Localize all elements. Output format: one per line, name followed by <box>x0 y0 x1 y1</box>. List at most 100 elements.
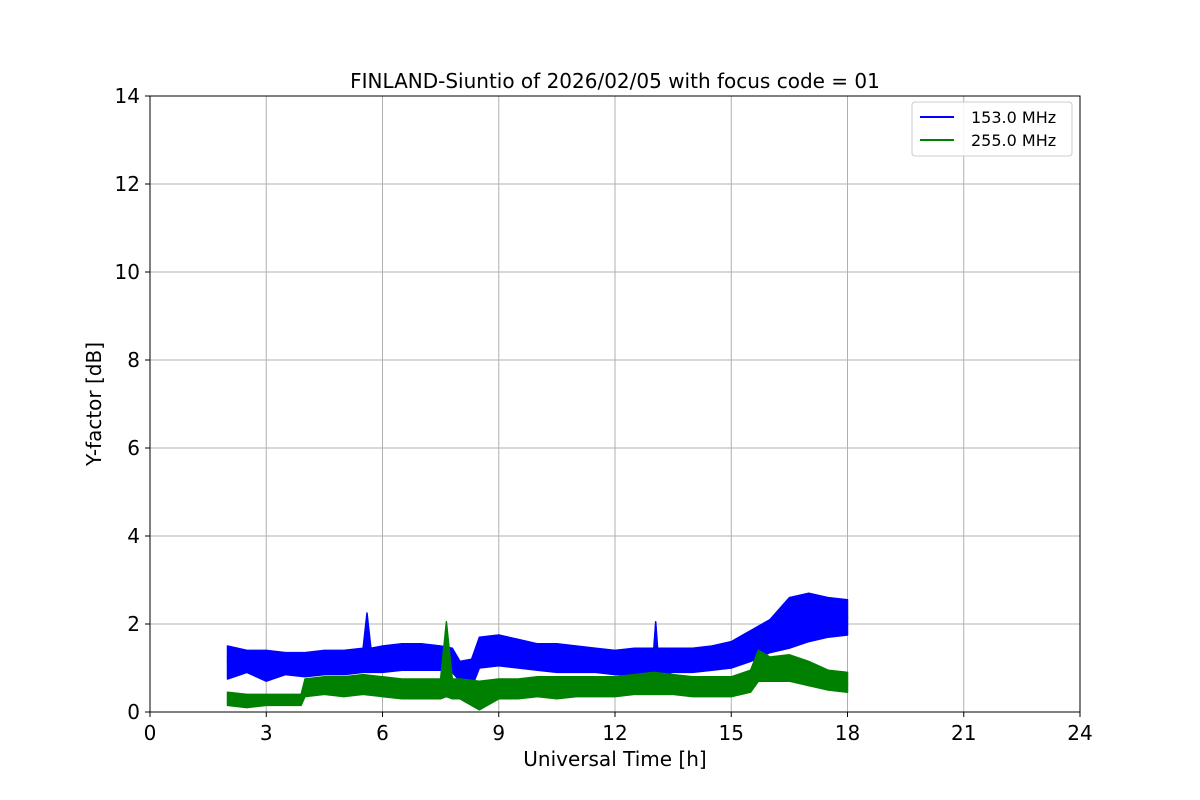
data-point <box>556 689 558 691</box>
series-153-0-mhz <box>226 592 849 689</box>
data-point <box>749 682 752 685</box>
data-point <box>439 689 442 691</box>
data-point <box>594 687 597 689</box>
data-point <box>846 682 849 685</box>
x-tick-label: 12 <box>602 721 627 745</box>
data-point <box>478 691 481 693</box>
data-point <box>757 651 760 654</box>
legend-label-153: 153.0 MHz <box>971 108 1056 127</box>
data-point <box>808 621 810 623</box>
data-point <box>653 662 655 665</box>
series-layer <box>226 592 849 711</box>
data-point <box>226 660 229 663</box>
data-point <box>265 700 268 702</box>
data-point <box>827 618 829 621</box>
data-point <box>498 689 500 691</box>
data-point <box>614 665 616 667</box>
x-tick-label: 15 <box>719 721 744 745</box>
data-point <box>459 689 461 691</box>
data-point <box>517 689 519 691</box>
data-point <box>226 700 229 702</box>
data-point <box>362 662 364 665</box>
x-tick-label: 6 <box>376 721 389 745</box>
data-point <box>246 700 248 702</box>
y-tick-label: 8 <box>127 348 140 372</box>
y-tick-label: 2 <box>127 612 140 636</box>
legend-label-255: 255.0 MHz <box>971 131 1056 150</box>
y-tick-label: 0 <box>127 700 140 724</box>
data-point <box>323 665 326 667</box>
data-point <box>451 660 454 663</box>
data-point <box>517 654 519 656</box>
data-point <box>420 658 423 660</box>
y-axis-label: Y-factor [dB] <box>82 342 106 467</box>
data-point <box>691 687 694 689</box>
x-tick-label: 24 <box>1067 721 1092 745</box>
data-point <box>846 616 849 619</box>
x-tick-label: 0 <box>144 721 157 745</box>
data-point <box>575 687 578 689</box>
data-point <box>594 662 597 665</box>
data-point <box>370 662 372 665</box>
data-point <box>246 662 248 665</box>
data-point <box>343 665 345 667</box>
x-tick-label: 3 <box>260 721 273 745</box>
data-point <box>769 669 771 671</box>
data-point <box>536 687 539 689</box>
data-point <box>769 636 771 638</box>
data-point <box>284 700 287 702</box>
data-point <box>284 665 287 667</box>
data-point <box>451 689 454 691</box>
data-point <box>656 662 659 665</box>
y-axis-ticks: 0 2 4 6 8 10 12 14 <box>115 84 150 724</box>
y-tick-label: 14 <box>115 84 140 108</box>
data-point <box>498 651 500 654</box>
data-point <box>711 687 713 689</box>
data-point <box>711 660 713 663</box>
data-point <box>265 665 268 667</box>
y-tick-label: 10 <box>115 260 140 284</box>
data-point <box>381 662 384 665</box>
data-point <box>691 660 694 663</box>
data-point <box>323 687 326 689</box>
data-point <box>362 684 364 687</box>
data-point <box>300 700 302 702</box>
data-point <box>420 689 423 691</box>
data-point <box>653 684 655 687</box>
y-tick-label: 6 <box>127 436 140 460</box>
data-point <box>459 671 461 674</box>
data-point <box>614 687 616 689</box>
legend: 153.0 MHz 255.0 MHz <box>911 101 1073 157</box>
data-point <box>343 687 345 689</box>
grid-lines <box>149 95 1081 713</box>
data-point <box>672 660 674 663</box>
data-point <box>808 673 810 676</box>
x-tick-label: 18 <box>835 721 860 745</box>
x-tick-label: 21 <box>951 721 976 745</box>
x-axis-label: Universal Time [h] <box>523 747 706 771</box>
data-point <box>445 623 448 625</box>
data-point <box>788 629 791 632</box>
data-point <box>536 658 539 660</box>
data-point <box>633 684 636 687</box>
y-tick-label: 12 <box>115 172 140 196</box>
data-point <box>401 689 403 691</box>
data-point <box>730 687 733 689</box>
data-point <box>470 673 473 676</box>
x-tick-label: 9 <box>492 721 505 745</box>
data-point <box>672 684 674 687</box>
y-tick-label: 4 <box>127 524 140 548</box>
data-point <box>654 623 657 625</box>
data-point <box>381 687 384 689</box>
data-point <box>749 647 752 649</box>
data-point <box>401 660 403 663</box>
data-point <box>827 680 829 682</box>
data-point <box>439 658 442 660</box>
chart-title: FINLAND-Siuntio of 2026/02/05 with focus… <box>350 69 880 93</box>
data-point <box>556 660 558 663</box>
data-point <box>366 614 368 616</box>
legend-box <box>911 101 1073 157</box>
series-255-0-mhz <box>226 621 849 711</box>
